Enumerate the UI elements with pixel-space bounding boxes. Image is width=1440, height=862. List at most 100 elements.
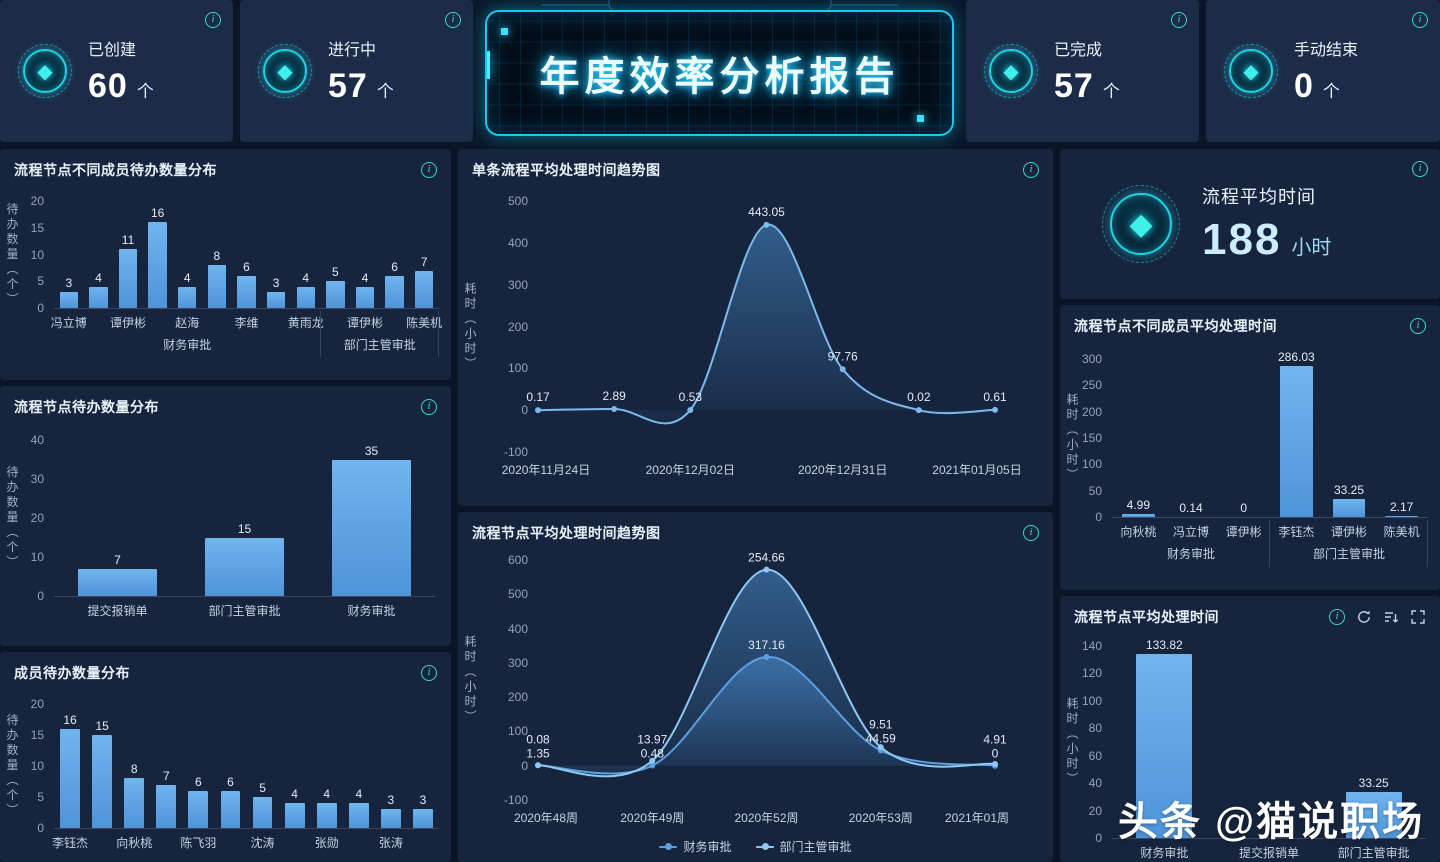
info-icon[interactable]: i <box>421 162 437 178</box>
bar <box>415 270 434 308</box>
card-title: 流程节点不同成员平均处理时间 <box>1074 318 1277 334</box>
bar-value-label: 33.25 <box>1333 483 1365 498</box>
info-icon[interactable]: i <box>1023 162 1039 178</box>
info-icon[interactable]: i <box>421 399 437 415</box>
y-tick: 140 <box>1081 639 1102 653</box>
watermark: 头条 @猫说职场 <box>1118 800 1425 844</box>
y-tick: 300 <box>1081 352 1102 366</box>
bar-value-label: 6 <box>227 774 234 789</box>
kpi-label: 已创建 <box>88 42 137 59</box>
kpi-label: 手动结束 <box>1294 42 1359 59</box>
y-axis-title: 待办数量（个） <box>5 465 19 571</box>
x-category-label: 谭伊彬 <box>346 316 383 330</box>
gem-ring <box>258 44 312 98</box>
gem-ring <box>1102 185 1180 263</box>
gem-ring <box>18 44 72 98</box>
kpi-card-created: i ◆ 已创建 60 个 <box>0 0 233 142</box>
bar-value-label: 3 <box>387 793 395 808</box>
bar <box>188 790 209 828</box>
x-axis-line <box>1112 517 1428 518</box>
info-icon[interactable]: i <box>205 12 221 28</box>
bar-value-label: 0 <box>1240 501 1247 515</box>
y-tick: 50 <box>1088 483 1102 498</box>
bar-value-label: 4 <box>291 787 298 802</box>
x-category-label: 2020年53周 <box>848 811 913 825</box>
bar <box>207 265 227 308</box>
info-icon[interactable]: i <box>445 12 461 28</box>
info-icon[interactable]: i <box>421 665 437 681</box>
gem-icon: ◆ <box>258 44 312 98</box>
x-category-label: 提交报销单 <box>87 604 148 618</box>
chart-node-todo: 待办数量（个） 0 10 20 30 40 7 提交报销单 15 部门主管审批 35 财务审批 <box>0 420 451 646</box>
y-tick: 80 <box>1088 721 1102 736</box>
banner-deco-square <box>917 115 924 122</box>
card-avg-time: i ◆ 流程平均时间 188 小时 <box>1060 149 1440 299</box>
bar-value-label: 16 <box>63 712 77 727</box>
info-icon[interactable]: i <box>1412 161 1428 177</box>
y-tick: 400 <box>507 235 528 250</box>
x-category-label: 沈涛 <box>250 836 275 850</box>
gem-icon: ◆ <box>18 44 72 98</box>
bar <box>385 275 404 308</box>
x-category-label: 李钰杰 <box>1278 525 1315 539</box>
info-icon[interactable]: i <box>1410 318 1426 334</box>
bar <box>380 809 401 828</box>
x-category-label: 2020年11月24日 <box>501 463 591 477</box>
info-icon[interactable]: i <box>1329 609 1345 625</box>
group-divider <box>1427 520 1428 567</box>
sort-icon[interactable] <box>1383 609 1399 625</box>
x-category-label: 李钰杰 <box>52 836 89 850</box>
bar <box>148 222 167 308</box>
svg-text:0.53: 0.53 <box>679 390 703 404</box>
bar-value-label: 0.14 <box>1179 500 1203 515</box>
y-tick: 150 <box>1081 431 1102 445</box>
y-tick: 20 <box>1088 803 1102 818</box>
info-icon[interactable]: i <box>1171 12 1187 28</box>
bar-value-label: 3 <box>65 275 73 290</box>
refresh-icon[interactable] <box>1356 609 1372 625</box>
y-tick: 120 <box>1081 666 1102 681</box>
y-tick: 300 <box>507 277 528 292</box>
bar <box>332 459 411 596</box>
banner-deco-square <box>501 28 508 35</box>
legend-item[interactable]: 财务审批 <box>659 838 732 855</box>
info-icon[interactable]: i <box>1412 12 1428 28</box>
bar-value-label: 35 <box>364 443 379 458</box>
bar-value-label: 6 <box>391 259 398 274</box>
svg-text:0.08: 0.08 <box>526 732 550 746</box>
bar-value-label: 4 <box>355 787 363 802</box>
chart-member-avg-time: 耗时（小时） 0 50 100 150 200 250 300 4.99 向秋桃 0.14 冯立博 0 谭… <box>1060 339 1440 590</box>
group-divider <box>319 311 321 357</box>
y-tick: 30 <box>30 472 44 486</box>
card-node-trend: 流程节点平均处理时间趋势图 i 耗时（小时） -100 0 100 200 300 400 5… <box>458 512 1053 862</box>
fullscreen-icon[interactable] <box>1410 609 1426 625</box>
svg-text:4.91: 4.91 <box>983 733 1007 747</box>
svg-text:0.02: 0.02 <box>907 390 931 404</box>
bar <box>59 291 78 308</box>
x-category-label: 陈美机 <box>406 316 443 330</box>
bar-value-label: 8 <box>130 762 138 777</box>
legend-item[interactable]: 部门主管审批 <box>755 838 852 855</box>
y-axis-title: 耗时（小时） <box>463 281 477 372</box>
card-node-avg-time: 流程节点平均处理时间 i 耗时（小时） 0 20 40 60 80 100 120 140 133… <box>1060 596 1440 862</box>
x-category-label: 部门主管审批 <box>208 604 281 618</box>
diamond-icon: ◆ <box>1129 207 1153 241</box>
gem-ring <box>1110 193 1172 255</box>
gem-ring <box>1224 44 1278 98</box>
card-member-avg-time: 流程节点不同成员平均处理时间 i 耗时（小时） 0 50 100 150 200 250 30… <box>1060 305 1440 590</box>
y-tick: 60 <box>1088 748 1102 763</box>
x-category-label: 2021年01月05日 <box>932 463 1022 477</box>
x-category-label: 2020年12月02日 <box>645 463 736 477</box>
bar-value-label: 133.82 <box>1145 638 1183 653</box>
info-icon[interactable]: i <box>1023 525 1039 541</box>
page-title: 年度效率分析报告 <box>539 55 900 99</box>
card-title: 流程节点不同成员待办数量分布 <box>14 162 217 178</box>
bar-value-label: 4 <box>302 270 310 285</box>
y-tick: 100 <box>507 361 528 376</box>
banner-frame: 年度效率分析报告 <box>485 10 954 136</box>
y-tick: 100 <box>1081 693 1102 708</box>
card-title: 成员待办数量分布 <box>14 665 130 681</box>
